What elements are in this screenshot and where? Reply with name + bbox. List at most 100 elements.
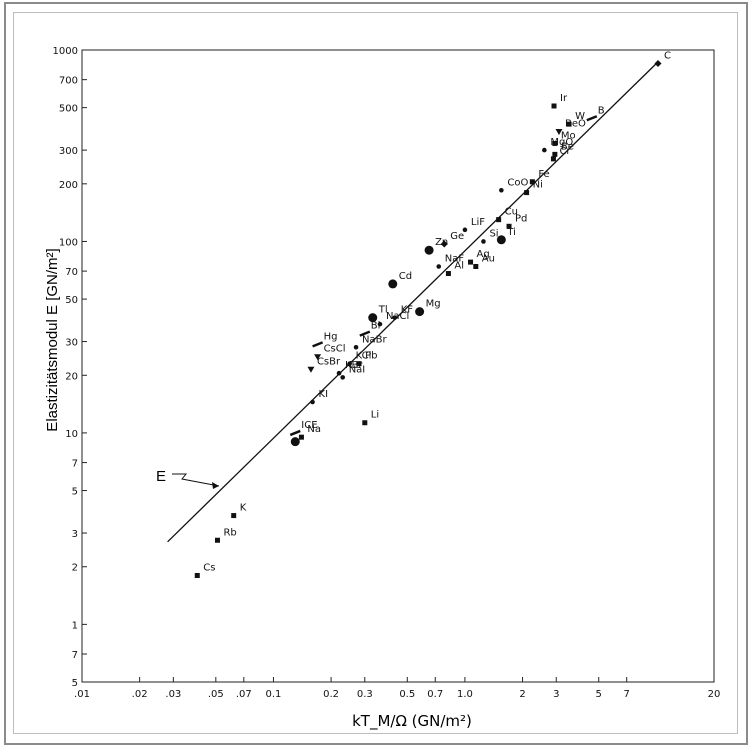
data-point-label: ICE bbox=[301, 420, 317, 431]
data-point-marker bbox=[436, 264, 442, 269]
arrow-head-icon bbox=[212, 482, 219, 489]
data-point-label: Mg bbox=[426, 299, 441, 310]
data-point-label: Al bbox=[454, 261, 464, 272]
data-point-label: Bi bbox=[371, 321, 381, 332]
data-point-marker bbox=[552, 140, 558, 146]
data-point-marker bbox=[499, 188, 504, 193]
data-point-marker bbox=[392, 315, 398, 320]
y-tick-label: 500 bbox=[59, 104, 78, 115]
data-point-marker bbox=[314, 354, 322, 361]
data-point-marker bbox=[194, 572, 200, 578]
x-tick-label: 0.7 bbox=[427, 689, 443, 700]
data-point-label: NaF bbox=[445, 253, 465, 264]
data-point-label: Tl bbox=[378, 305, 388, 316]
data-point-label: BeO bbox=[565, 119, 586, 130]
y-tick-label: 200 bbox=[59, 180, 78, 191]
data-point-marker bbox=[336, 370, 342, 376]
y-tick-label: 50 bbox=[65, 295, 78, 306]
data-point-marker bbox=[542, 147, 547, 153]
data-point-marker bbox=[214, 537, 220, 543]
data-point-label: Rb bbox=[223, 527, 236, 538]
data-point-marker bbox=[445, 271, 451, 277]
data-point-label: Ag bbox=[477, 249, 490, 260]
data-point-label: Cr bbox=[559, 146, 571, 157]
data-point-label: Na bbox=[307, 424, 321, 435]
data-point-marker bbox=[340, 375, 346, 380]
x-tick-label: 0.2 bbox=[323, 689, 339, 700]
data-point-marker bbox=[496, 235, 506, 245]
y-tick-label: 7 bbox=[72, 459, 78, 470]
data-point-label: KBr bbox=[345, 360, 363, 371]
data-point-marker bbox=[586, 115, 598, 122]
data-point-marker bbox=[347, 361, 352, 366]
data-point-marker bbox=[552, 151, 558, 157]
data-point-label: K bbox=[240, 503, 247, 514]
data-point-marker bbox=[566, 121, 572, 127]
data-point-label: Ge bbox=[450, 231, 464, 242]
x-tick-label: 7 bbox=[624, 689, 630, 700]
data-point-marker bbox=[289, 429, 301, 437]
x-tick-label: 0.1 bbox=[266, 689, 282, 700]
data-point-marker bbox=[654, 60, 662, 68]
y-axis-ticks: 1000 700 500 300 200 100 70 50 30 20 10 7 5 3 2 1 7 5 bbox=[53, 46, 87, 689]
data-point-marker bbox=[362, 420, 368, 426]
data-point-label: KI bbox=[319, 389, 329, 400]
x-tick-label: 0.5 bbox=[399, 689, 415, 700]
data-point-marker bbox=[312, 341, 324, 348]
data-point-label: Mo bbox=[561, 130, 576, 141]
x-tick-label: .02 bbox=[132, 689, 148, 700]
x-tick-label: 2 bbox=[519, 689, 525, 700]
data-point-label: Be bbox=[561, 141, 574, 152]
data-point-label: Cd bbox=[399, 271, 412, 282]
data-point-marker bbox=[440, 240, 448, 248]
data-point-label: CoO bbox=[507, 177, 528, 188]
data-point-label: KF bbox=[401, 305, 414, 316]
data-point-marker bbox=[368, 313, 378, 323]
y-axis-label: Elastizitätsmodul E [GN/m²] bbox=[44, 248, 61, 431]
data-point-marker bbox=[506, 223, 512, 229]
y-tick-label: 1 bbox=[72, 620, 78, 631]
x-axis-ticks: .01 .02 .03 .05 .07 0.1 0.2 0.3 0.5 0.7 1.0 2 3 5 7 20 bbox=[74, 677, 720, 700]
data-point-label: KCl bbox=[356, 351, 372, 362]
data-point-label: Au bbox=[482, 253, 495, 264]
data-point-label: W bbox=[575, 111, 585, 122]
inner-frame bbox=[13, 12, 738, 734]
x-tick-label: .05 bbox=[208, 689, 224, 700]
data-point-marker bbox=[551, 103, 557, 109]
y-tick-label: 3 bbox=[72, 529, 78, 540]
fit-line-group: E bbox=[156, 63, 657, 543]
data-point-label: NaBr bbox=[362, 334, 387, 345]
data-point-label: Zn bbox=[435, 237, 448, 248]
data-point-label: B bbox=[598, 105, 605, 116]
data-point-marker bbox=[415, 307, 425, 317]
y-tick-label: 700 bbox=[59, 76, 78, 87]
x-tick-label: .01 bbox=[74, 689, 90, 700]
data-point-marker bbox=[550, 156, 556, 162]
data-point-label: Hg bbox=[324, 331, 338, 342]
data-point-marker bbox=[353, 344, 359, 350]
data-point-marker bbox=[231, 513, 237, 519]
data-point-marker bbox=[298, 434, 304, 440]
data-point-label: Fe bbox=[538, 169, 549, 180]
x-tick-label: .03 bbox=[165, 689, 181, 700]
data-point-marker bbox=[468, 259, 474, 265]
data-point-marker bbox=[524, 190, 530, 196]
x-tick-label: 3 bbox=[553, 689, 559, 700]
y-tick-label: 30 bbox=[65, 338, 78, 349]
x-axis-label: kT_M/Ω (GN/m²) bbox=[352, 712, 472, 731]
data-point-marker bbox=[555, 129, 563, 136]
data-point-label: LiF bbox=[471, 217, 485, 228]
x-tick-label: 0.3 bbox=[357, 689, 373, 700]
data-point-marker bbox=[496, 217, 502, 223]
outer-frame bbox=[4, 2, 748, 745]
x-tick-label: 20 bbox=[708, 689, 721, 700]
y-tick-label: 300 bbox=[59, 146, 78, 157]
fit-line bbox=[167, 63, 657, 543]
data-point-label: Ir bbox=[560, 93, 568, 104]
data-point-marker bbox=[424, 245, 434, 255]
data-point-label: Pd bbox=[515, 213, 527, 224]
data-point-marker bbox=[310, 399, 315, 405]
data-point-label: Si bbox=[489, 228, 498, 239]
data-point-marker bbox=[462, 227, 468, 233]
